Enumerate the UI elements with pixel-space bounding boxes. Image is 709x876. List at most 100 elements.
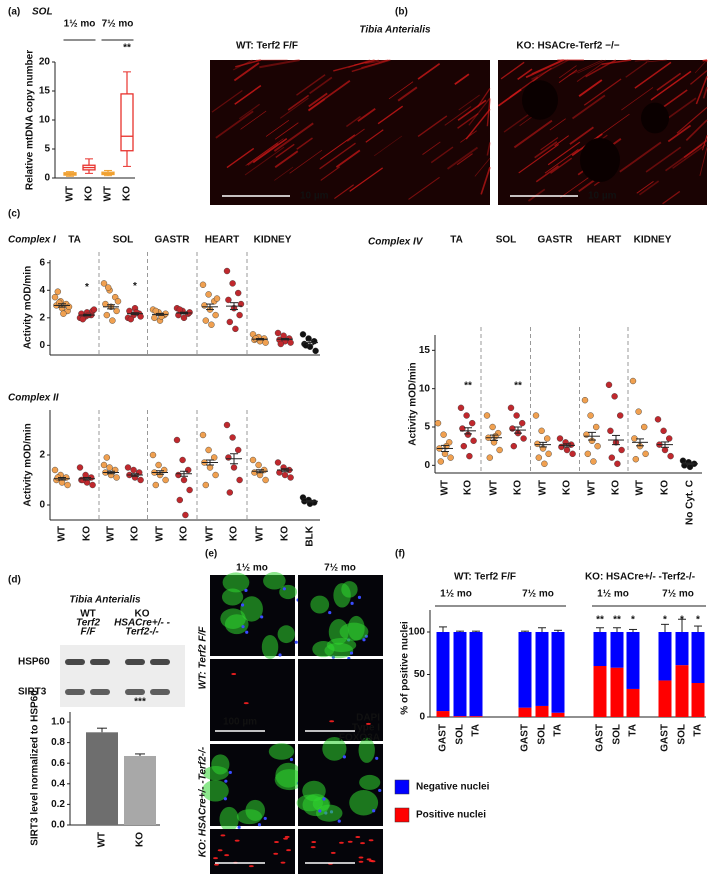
data-point (562, 439, 569, 446)
fiber-streak (576, 63, 602, 82)
data-point (607, 427, 614, 435)
y-tick-label: 0 (419, 712, 425, 723)
fiber-streak (558, 69, 578, 84)
data-point (605, 381, 613, 389)
fiber-streak (517, 68, 533, 81)
lane-label: HSACre+/- - (114, 618, 171, 629)
panel-title: SOL (32, 7, 53, 18)
data-point (654, 416, 662, 423)
panel-label: (c) (8, 209, 20, 220)
data-point (463, 412, 470, 419)
fiber-streak (689, 70, 708, 85)
data-point (124, 464, 132, 471)
fiber-streak (308, 92, 328, 108)
fiber-streak (636, 180, 654, 194)
bar-negative (518, 632, 532, 708)
data-point (199, 281, 207, 288)
panel-label: (d) (8, 575, 21, 586)
bar-negative (453, 632, 467, 717)
data-point (581, 396, 589, 404)
nucleus (328, 610, 332, 615)
fiber-streak (621, 87, 654, 111)
fiber-streak (460, 130, 477, 143)
fiber-streak (319, 134, 356, 160)
data-point (299, 331, 307, 338)
fiber (316, 804, 343, 822)
foxo3a-signal (329, 720, 335, 723)
panel-title: Tibia Anterialis (69, 595, 141, 606)
data-point (249, 456, 257, 464)
data-point (137, 476, 144, 484)
y-tick-label: 0.0 (51, 820, 65, 831)
foxo3a-signal (366, 858, 372, 861)
age-label: 1½ mo (440, 589, 472, 600)
data-point (569, 450, 576, 458)
significance: * (663, 615, 667, 626)
category-label: HEART (205, 235, 239, 246)
fiber (220, 608, 246, 629)
y-axis-label: % of positive nuclei (400, 621, 411, 715)
lane-label: KO (135, 609, 150, 620)
data-point (184, 466, 192, 474)
data-point (54, 288, 61, 295)
fiber-streak (347, 128, 365, 142)
nucleus (378, 788, 382, 793)
y-tick-label: 6 (39, 257, 45, 268)
data-point (287, 474, 294, 481)
significance: ** (613, 615, 621, 626)
nucleus (289, 757, 294, 762)
data-point (534, 440, 541, 448)
nucleus-void (522, 80, 558, 120)
fiber-streak (320, 166, 341, 181)
fiber-streak (233, 62, 260, 82)
fiber-streak (234, 84, 262, 105)
data-point (176, 306, 184, 313)
chart-title: Complex II (8, 393, 59, 404)
fiber-streak (351, 59, 391, 73)
fiber-streak (334, 184, 355, 200)
foxo3a-signal (213, 857, 218, 860)
blot-band (65, 689, 85, 695)
x-tick-label: KO (130, 526, 141, 541)
nucleus (349, 651, 354, 655)
scale-label: 10 µm (300, 191, 329, 202)
fiber-streak (583, 78, 622, 106)
fiber (268, 743, 295, 760)
data-point (466, 452, 473, 460)
foxo3a-signal (339, 841, 344, 844)
data-point (180, 476, 188, 484)
data-point (65, 303, 73, 311)
data-point (229, 434, 236, 441)
fiber-streak (486, 98, 491, 127)
x-tick-label: KO (660, 480, 671, 495)
blot-band (150, 689, 170, 695)
legend-swatch (394, 779, 410, 795)
data-point (152, 481, 160, 489)
data-point (234, 289, 242, 297)
x-tick-label: GAST (438, 724, 449, 752)
fiber (277, 625, 295, 644)
fiber-streak (525, 59, 565, 79)
x-tick-label: KO (513, 480, 524, 495)
data-point (226, 489, 234, 496)
fiber-streak (667, 124, 692, 143)
fiber-streak (226, 147, 255, 169)
category-label: GASTR (155, 235, 191, 246)
fiber-streak (676, 106, 708, 134)
micrograph (298, 829, 383, 874)
fiber-streak (274, 122, 299, 140)
fiber-streak (474, 157, 491, 177)
fiber-streak (273, 122, 314, 152)
data-point (234, 446, 242, 454)
x-tick-label: KO (562, 480, 573, 495)
fiber-streak (246, 142, 279, 166)
fiber-streak (634, 59, 650, 62)
bar-positive (518, 707, 532, 717)
category-label: KIDNEY (254, 235, 292, 246)
data-point (492, 433, 499, 440)
data-point (205, 291, 212, 298)
data-point (237, 300, 245, 308)
bar-positive (453, 716, 467, 717)
data-point (281, 471, 289, 479)
chart-title: Complex I (8, 235, 56, 246)
